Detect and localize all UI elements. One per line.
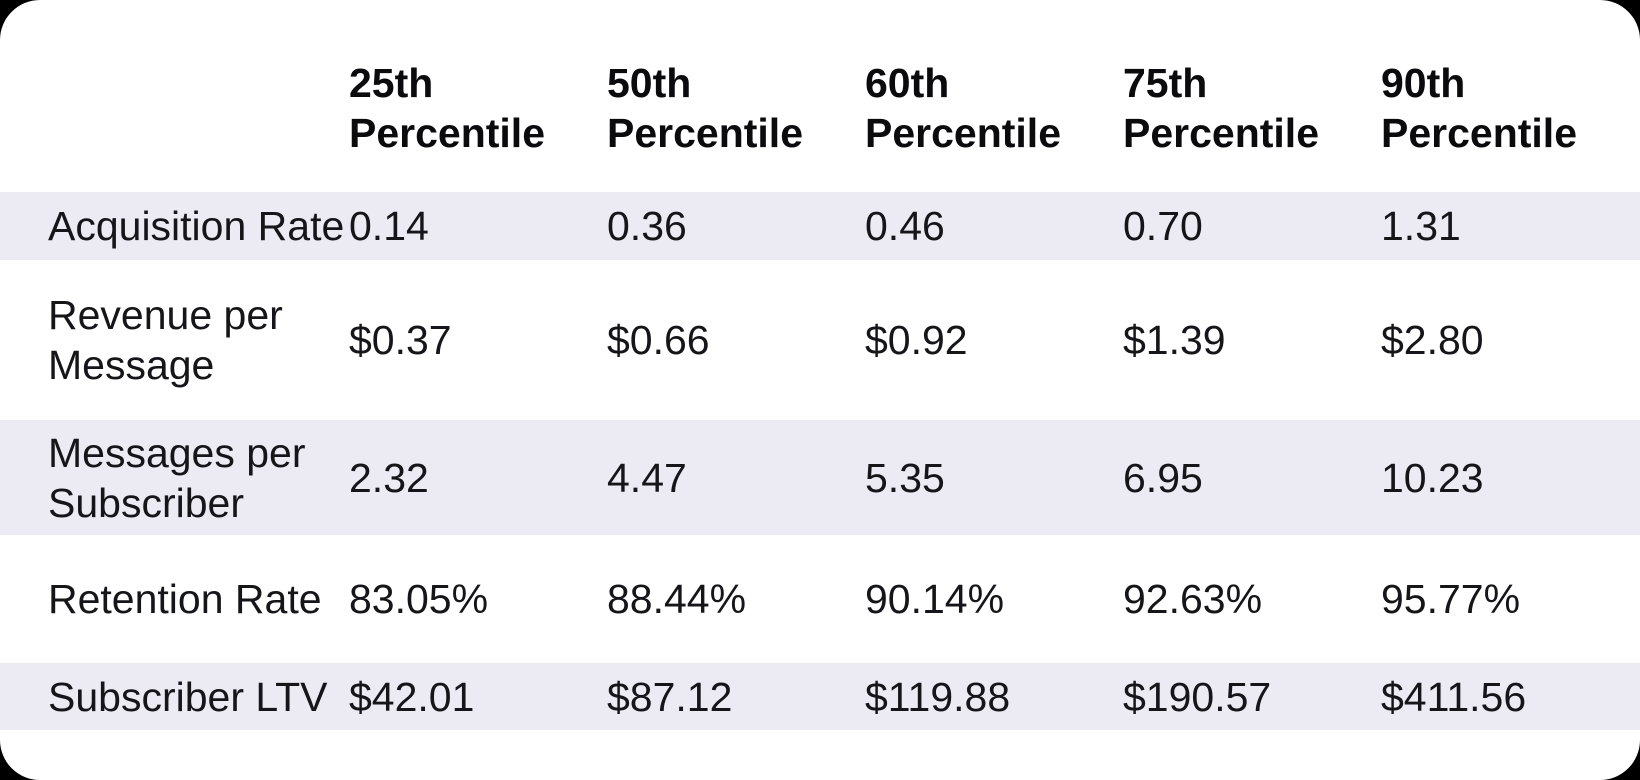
metric-value-cell: 10.23 [1381, 454, 1484, 501]
metric-value-cell: 0.70 [1123, 203, 1203, 249]
metric-value-cell: $411.56 [1381, 673, 1527, 720]
metric-label: Messages per Subscriber [48, 429, 306, 526]
metric-value-cell: 6.95 [1123, 454, 1203, 501]
table-row: Messages per Subscriber 2.32 4.47 5.35 6.95 1… [0, 420, 1640, 535]
metric-value-cell: $0.66 [607, 317, 710, 363]
corner-header-cell [0, 0, 349, 192]
column-header-25th: 25th Percentile [349, 60, 545, 156]
metric-label: Revenue per Message [48, 292, 283, 388]
table-header: 25th Percentile 50th Percentile 60th Per… [0, 0, 1640, 192]
metric-label: Acquisition Rate [48, 203, 345, 249]
metric-value-cell: $0.92 [865, 317, 968, 363]
metric-value-cell: 92.63% [1123, 576, 1263, 622]
column-header-75th: 75th Percentile [1123, 60, 1319, 156]
metric-value-cell: 2.32 [349, 454, 429, 501]
table-row: Retention Rate 83.05% 88.44% 90.14% 92.63% 95… [0, 535, 1640, 663]
table-row: Acquisition Rate 0.14 0.36 0.46 0.70 1.31 [0, 192, 1640, 260]
metric-value-cell: $0.37 [349, 317, 452, 363]
metric-value-cell: 0.46 [865, 203, 945, 249]
metric-value-cell: $119.88 [865, 673, 1011, 720]
metric-value-cell: $2.80 [1381, 317, 1484, 363]
column-header-90th: 90th Percentile [1381, 60, 1577, 156]
percentile-stats-table: 25th Percentile 50th Percentile 60th Per… [0, 0, 1640, 730]
column-header-50th: 50th Percentile [607, 60, 803, 156]
column-header-60th: 60th Percentile [865, 60, 1061, 156]
metric-value-cell: $87.12 [607, 673, 733, 720]
metric-label: Retention Rate [48, 576, 322, 622]
metric-value-cell: 4.47 [607, 454, 687, 501]
metric-value-cell: 1.31 [1381, 203, 1461, 249]
table-row: Revenue per Message $0.37 $0.66 $0.92 $1.39 $… [0, 260, 1640, 420]
metric-value-cell: 83.05% [349, 576, 489, 622]
metric-value-cell: $42.01 [349, 673, 475, 720]
table-body: Acquisition Rate 0.14 0.36 0.46 0.70 1.31 Reve… [0, 192, 1640, 730]
metric-value-cell: 95.77% [1381, 576, 1521, 622]
metric-value-cell: 5.35 [865, 454, 945, 501]
metric-value-cell: 88.44% [607, 576, 747, 622]
metric-value-cell: $190.57 [1123, 673, 1272, 720]
header-row: 25th Percentile 50th Percentile 60th Per… [0, 0, 1640, 192]
metric-value-cell: 90.14% [865, 576, 1005, 622]
metric-label: Subscriber LTV [48, 673, 328, 720]
metric-value-cell: 0.14 [349, 203, 429, 249]
table-row: Subscriber LTV $42.01 $87.12 $119.88 $190.57… [0, 663, 1640, 730]
metric-value-cell: $1.39 [1123, 317, 1226, 363]
metric-value-cell: 0.36 [607, 203, 687, 249]
